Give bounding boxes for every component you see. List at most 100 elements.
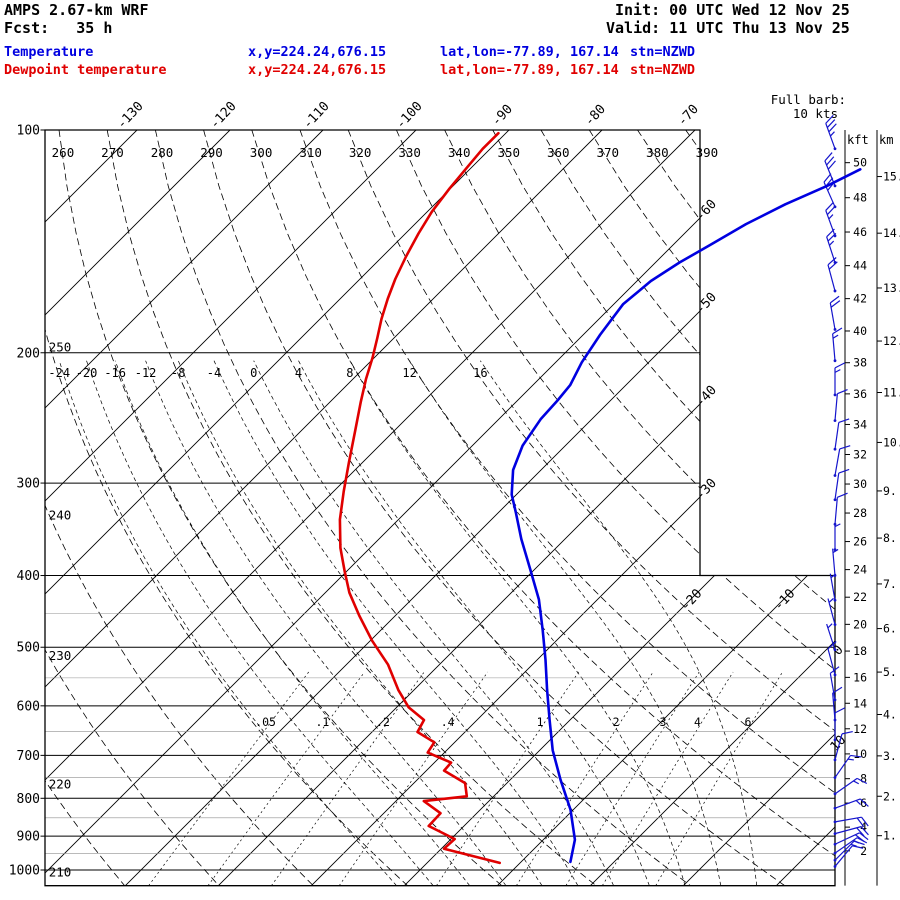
temperature-station: stn=NZWD xyxy=(630,44,696,60)
svg-text:3.: 3. xyxy=(883,749,897,763)
svg-text:-8: -8 xyxy=(171,366,185,380)
svg-text:-12: -12 xyxy=(135,366,157,380)
svg-text:-30: -30 xyxy=(693,476,720,503)
svg-text:-90: -90 xyxy=(489,102,516,129)
svg-text:500: 500 xyxy=(17,641,40,656)
svg-text:230: 230 xyxy=(49,648,72,663)
svg-text:-16: -16 xyxy=(104,366,126,380)
svg-text:300: 300 xyxy=(250,145,273,160)
svg-text:-110: -110 xyxy=(300,99,332,132)
temperature-grid-coords: x,y=224.24,676.15 xyxy=(248,44,387,60)
svg-text:10: 10 xyxy=(828,733,850,755)
svg-text:12: 12 xyxy=(402,366,416,380)
svg-text:10: 10 xyxy=(853,747,867,761)
svg-text:28: 28 xyxy=(853,506,867,520)
svg-text:.05: .05 xyxy=(255,715,276,729)
svg-text:15.: 15. xyxy=(883,170,900,184)
svg-text:40: 40 xyxy=(853,324,867,338)
temperature-curve xyxy=(510,168,862,864)
svg-text:32: 32 xyxy=(853,448,867,462)
svg-text:2: 2 xyxy=(613,715,620,729)
svg-text:44: 44 xyxy=(853,259,867,273)
svg-text:-40: -40 xyxy=(693,383,720,410)
svg-text:600: 600 xyxy=(17,699,40,714)
svg-text:4.: 4. xyxy=(883,707,897,721)
svg-text:10.: 10. xyxy=(883,435,900,449)
svg-text:-70: -70 xyxy=(675,102,702,129)
svg-text:-120: -120 xyxy=(207,99,239,132)
svg-text:3: 3 xyxy=(660,715,667,729)
svg-text:38: 38 xyxy=(853,356,867,370)
wind-barbs xyxy=(823,114,869,868)
skewt-background xyxy=(45,130,835,886)
dewpoint-station: stn=NZWD xyxy=(630,62,696,78)
svg-text:-130: -130 xyxy=(114,99,146,132)
svg-text:.2: .2 xyxy=(376,715,390,729)
svg-text:400: 400 xyxy=(17,569,40,584)
svg-text:700: 700 xyxy=(17,749,40,764)
svg-text:50: 50 xyxy=(853,156,867,170)
svg-text:280: 280 xyxy=(151,145,174,160)
svg-text:16: 16 xyxy=(473,366,487,380)
svg-text:8: 8 xyxy=(860,772,867,786)
svg-text:7.: 7. xyxy=(883,577,897,591)
plot-border xyxy=(44,129,836,887)
svg-text:kft: kft xyxy=(847,133,869,147)
svg-text:900: 900 xyxy=(17,830,40,845)
svg-text:4: 4 xyxy=(295,366,302,380)
svg-text:-50: -50 xyxy=(693,290,720,317)
svg-text:800: 800 xyxy=(17,792,40,807)
valid-time: Valid: 11 UTC Thu 13 Nov 25 xyxy=(606,19,850,37)
svg-text:18: 18 xyxy=(853,644,867,658)
temperature-latlon: lat,lon=-77.89, 167.14 xyxy=(440,44,619,60)
temperature-legend-label: Temperature xyxy=(4,44,94,60)
svg-text:240: 240 xyxy=(49,507,72,522)
svg-text:310: 310 xyxy=(299,145,322,160)
svg-text:48: 48 xyxy=(853,191,867,205)
svg-text:360: 360 xyxy=(547,145,570,160)
dewpoint-grid-coords: x,y=224.24,676.15 xyxy=(248,62,387,78)
svg-text:14: 14 xyxy=(853,696,867,710)
svg-text:-60: -60 xyxy=(693,197,720,224)
svg-text:20: 20 xyxy=(853,617,867,631)
forecast-hour: Fcst: 35 h xyxy=(4,19,113,37)
svg-text:320: 320 xyxy=(349,145,372,160)
svg-text:350: 350 xyxy=(497,145,520,160)
svg-text:26: 26 xyxy=(853,535,867,549)
svg-text:24: 24 xyxy=(853,563,867,577)
svg-text:380: 380 xyxy=(646,145,669,160)
svg-text:6.: 6. xyxy=(883,622,897,636)
svg-text:9.: 9. xyxy=(883,484,897,498)
svg-text:5.: 5. xyxy=(883,665,897,679)
dewpoint-latlon: lat,lon=-77.89, 167.14 xyxy=(440,62,619,78)
svg-text:.1: .1 xyxy=(315,715,329,729)
svg-text:8: 8 xyxy=(346,366,353,380)
svg-text:22: 22 xyxy=(853,590,867,604)
svg-text:Full barb:: Full barb: xyxy=(771,92,846,107)
svg-text:200: 200 xyxy=(17,346,40,361)
svg-text:.4: .4 xyxy=(441,715,455,729)
svg-text:km: km xyxy=(879,133,893,147)
model-title: AMPS 2.67-km WRF xyxy=(4,1,149,19)
svg-text:2: 2 xyxy=(860,844,867,858)
height-scale: kft km50484644424038363432302826242220181… xyxy=(844,130,900,886)
svg-text:6: 6 xyxy=(745,715,752,729)
svg-text:270: 270 xyxy=(101,145,124,160)
svg-text:260: 260 xyxy=(52,145,75,160)
svg-text:6: 6 xyxy=(860,796,867,810)
svg-text:340: 340 xyxy=(448,145,471,160)
svg-text:42: 42 xyxy=(853,292,867,306)
svg-text:330: 330 xyxy=(398,145,421,160)
svg-text:8.: 8. xyxy=(883,531,897,545)
svg-text:390: 390 xyxy=(696,145,719,160)
svg-text:30: 30 xyxy=(853,477,867,491)
svg-text:-100: -100 xyxy=(393,99,425,132)
svg-text:10 kts: 10 kts xyxy=(793,106,838,121)
svg-text:12: 12 xyxy=(853,722,867,736)
svg-text:14.: 14. xyxy=(883,226,900,240)
svg-text:1000: 1000 xyxy=(9,864,40,879)
svg-text:290: 290 xyxy=(200,145,223,160)
svg-text:16: 16 xyxy=(853,670,867,684)
